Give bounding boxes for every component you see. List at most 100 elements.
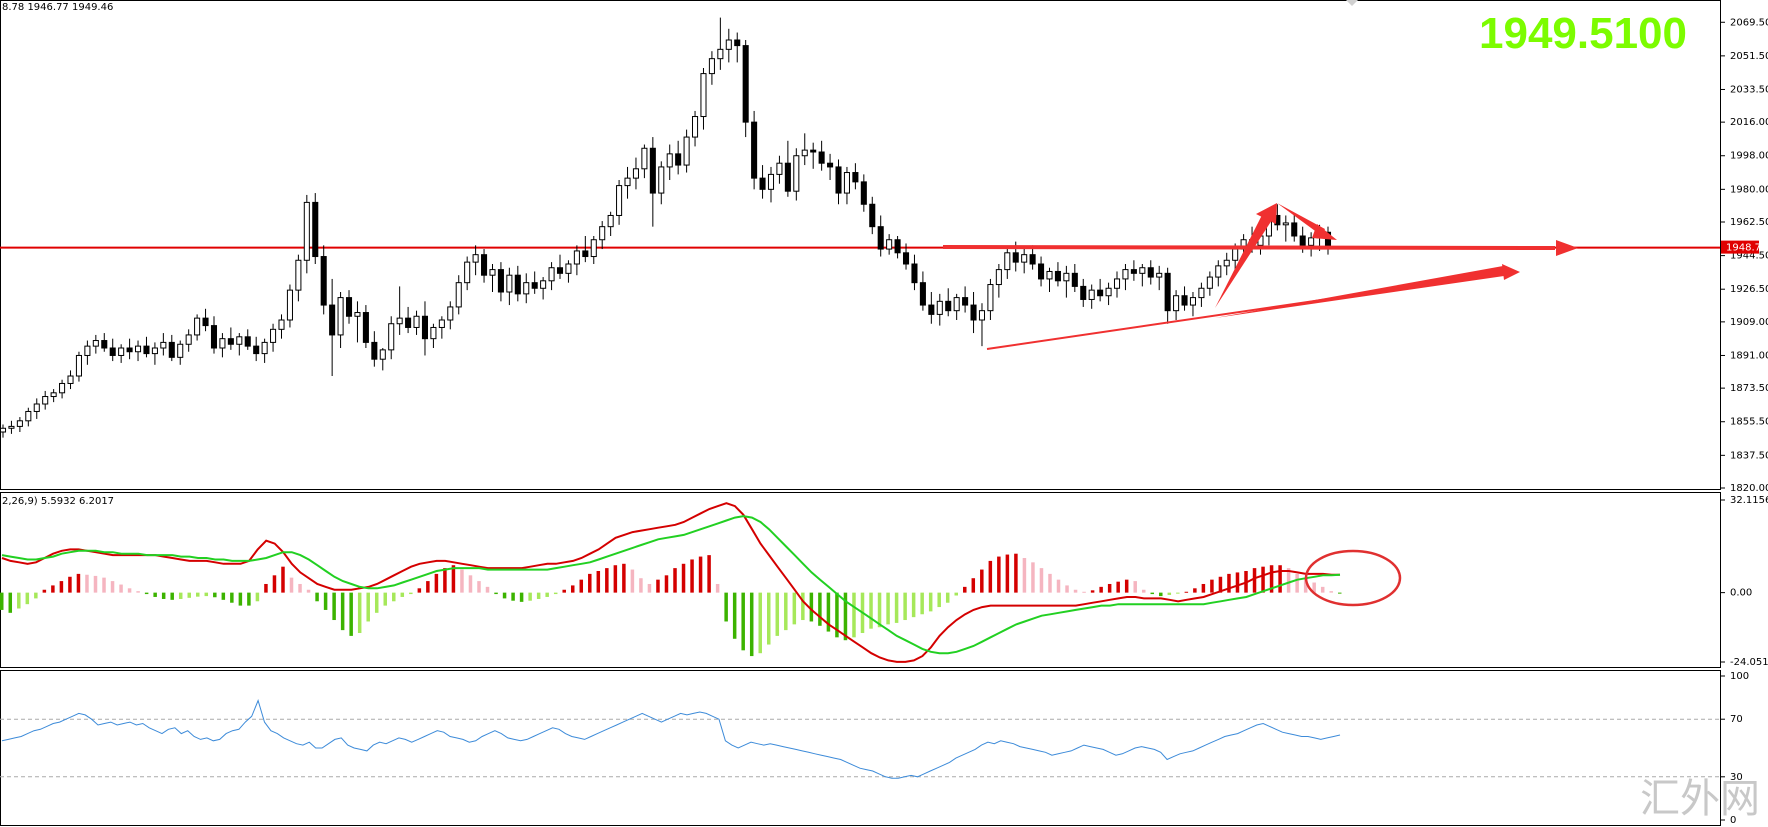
macd-bar [792, 592, 797, 625]
macd-bar [826, 592, 831, 632]
candle-body [1071, 272, 1078, 287]
candle-body [911, 263, 918, 284]
macd-bar [1329, 591, 1333, 593]
current-price-label: 1948.78 [1721, 240, 1767, 254]
candle-body [1046, 270, 1053, 280]
candle-body [177, 343, 184, 358]
price-panel-frame [0, 0, 1721, 490]
macd-bar [315, 592, 319, 602]
macd-bar [767, 592, 771, 645]
panel-frames [0, 0, 1721, 826]
macd-bar [170, 592, 174, 600]
macd-bar [954, 592, 958, 596]
macd-bar [1167, 592, 1172, 595]
macd-bar [673, 568, 677, 593]
macd-bar [937, 592, 941, 608]
macd-bar [1090, 590, 1095, 593]
candle-body [447, 306, 454, 321]
candle-body [886, 239, 893, 250]
candle-body [624, 177, 631, 187]
candle-body [759, 177, 766, 190]
candle-body [717, 48, 724, 60]
candle-body [227, 338, 234, 345]
candle-body [253, 345, 260, 355]
candle-body [607, 214, 614, 228]
price-tick-label: 1980.00 [1730, 184, 1768, 195]
candle-body [278, 319, 285, 330]
candle-body [118, 347, 125, 356]
candle-body [936, 300, 943, 315]
macd-bar [17, 592, 21, 609]
candle-body [742, 45, 749, 123]
candle-body [1105, 287, 1112, 297]
candle-body [371, 341, 378, 360]
macd-bar [971, 578, 976, 593]
macd-signal-line [1, 515, 1341, 655]
macd-bar [102, 577, 106, 593]
candle-body [497, 269, 504, 293]
up-arrow[interactable] [1215, 215, 1272, 308]
candle-body [953, 297, 960, 312]
macd-bar [553, 592, 558, 595]
price-tick-label: 1873.50 [1730, 383, 1768, 394]
macd-bar [928, 592, 933, 612]
candle-body [50, 392, 57, 398]
price-tick-label: 2069.50 [1730, 17, 1768, 28]
candle-body [84, 345, 91, 356]
macd-bar [409, 592, 413, 595]
candle-body [270, 328, 277, 343]
candle-body [405, 317, 412, 328]
candle-body [329, 304, 336, 336]
macd-bar [963, 586, 967, 593]
candle-body [337, 297, 344, 336]
macd-bar [127, 588, 132, 593]
candle-body [1139, 267, 1146, 274]
down-arrow-head [1312, 224, 1337, 240]
support-trendline-body [1215, 266, 1504, 318]
macd-bar [630, 569, 635, 593]
candle-body [1063, 272, 1070, 282]
trend-annotations[interactable] [942, 203, 1578, 350]
candle-body [244, 336, 251, 347]
candlestick-series [0, 17, 1332, 438]
macd-bar [161, 592, 166, 599]
candle-body [1282, 222, 1289, 226]
down-arrow[interactable] [1277, 203, 1325, 236]
candle-body [1189, 297, 1196, 306]
candle-body [506, 274, 513, 293]
macd-bar [1218, 576, 1223, 593]
candle-body [649, 147, 656, 194]
candle-body [827, 162, 834, 168]
candle-body [1215, 265, 1222, 278]
macd-bar [477, 581, 481, 593]
macd-bar [136, 591, 140, 593]
macd-bar [417, 588, 422, 593]
macd-bar [1141, 589, 1146, 593]
macd-bar [1295, 573, 1299, 593]
macd-bar [451, 565, 456, 593]
macd-highlight-circle[interactable] [1304, 549, 1402, 607]
candle-body [135, 345, 142, 353]
candle-body [784, 162, 791, 192]
macd-bar [357, 592, 362, 634]
macd-bar [1065, 585, 1069, 593]
candle-body [75, 354, 82, 377]
macd-bar [639, 578, 643, 593]
macd-bar [1022, 558, 1027, 593]
macd-bar [204, 592, 209, 597]
macd-bar [911, 592, 916, 618]
candle-body [185, 334, 192, 345]
candle-body [540, 280, 547, 289]
candle-body [379, 349, 386, 360]
macd-bar [230, 592, 234, 603]
macd-bar [1099, 586, 1103, 593]
macd-bar [1269, 565, 1274, 593]
candle-body [860, 181, 867, 205]
macd-tick-label: 32.1156 [1730, 495, 1768, 506]
candle-body [751, 121, 758, 179]
macd-bar [494, 592, 498, 595]
candle-body [919, 282, 926, 306]
candle-body [683, 136, 690, 166]
candle-body [219, 338, 226, 349]
